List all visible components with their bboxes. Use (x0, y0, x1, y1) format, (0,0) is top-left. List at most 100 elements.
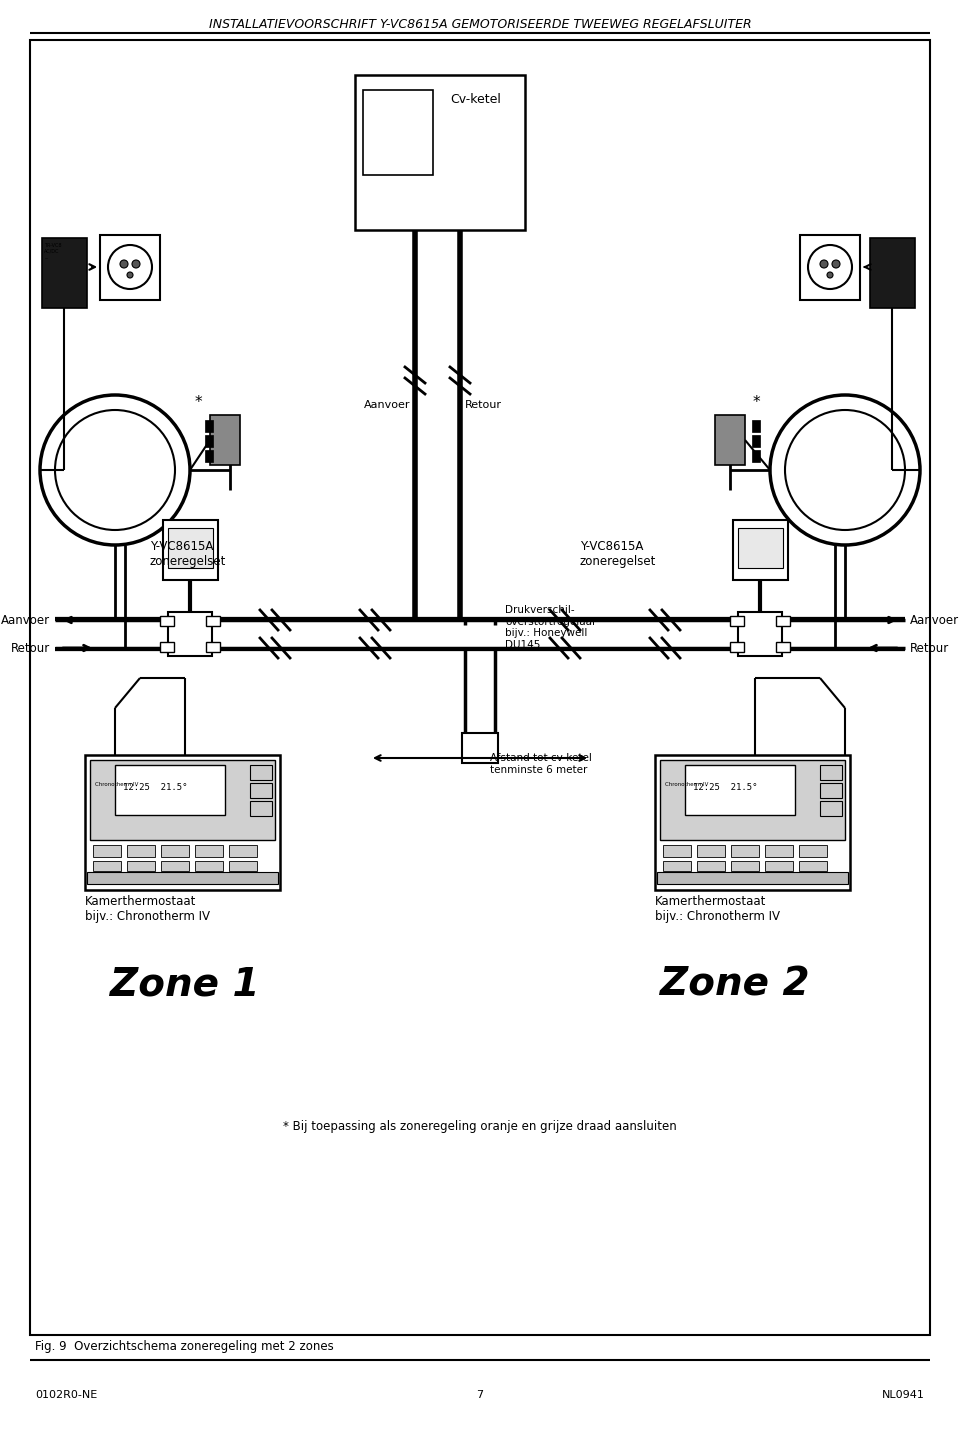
Bar (776, 642, 790, 652)
Circle shape (827, 272, 833, 278)
Text: Aanvoer: Aanvoer (910, 613, 959, 626)
Text: Retour: Retour (11, 642, 50, 654)
Bar (685, 764, 795, 815)
Bar (752, 420, 760, 432)
Text: Chronotherm IV: Chronotherm IV (665, 783, 708, 788)
Text: Y-VC8615A
zoneregelset: Y-VC8615A zoneregelset (150, 541, 227, 568)
Bar (250, 801, 272, 817)
Bar (195, 846, 223, 857)
Text: Y-VC8615A
zoneregelset: Y-VC8615A zoneregelset (580, 541, 657, 568)
Bar (195, 862, 223, 870)
Bar (752, 434, 760, 448)
Circle shape (55, 410, 175, 530)
Text: Zone 2: Zone 2 (660, 965, 809, 1003)
Circle shape (40, 395, 190, 545)
Bar (229, 846, 257, 857)
Bar (730, 616, 744, 626)
Circle shape (820, 260, 828, 267)
Bar (657, 872, 848, 883)
Text: 12:25  21.5°: 12:25 21.5° (123, 783, 187, 792)
Circle shape (120, 260, 128, 267)
Text: Kamerthermostaat
bijv.: Chronotherm IV: Kamerthermostaat bijv.: Chronotherm IV (85, 895, 210, 923)
Bar (250, 764, 272, 780)
Circle shape (127, 272, 133, 278)
Bar (90, 760, 275, 840)
Bar (355, 76, 525, 230)
Bar (160, 642, 174, 652)
Circle shape (808, 246, 852, 289)
Bar (733, 520, 788, 580)
Bar (168, 527, 213, 568)
Bar (765, 862, 793, 870)
Bar (738, 612, 782, 655)
Bar (93, 846, 121, 857)
Bar (738, 527, 783, 568)
Bar (731, 846, 759, 857)
Text: Aanvoer: Aanvoer (1, 613, 50, 626)
Circle shape (132, 260, 140, 267)
Bar (660, 760, 845, 840)
Bar (799, 862, 827, 870)
Bar (752, 450, 760, 462)
Text: Drukverschil-
overstortregelaar
bijv.: Honeywell
DU145: Drukverschil- overstortregelaar bijv.: H… (505, 604, 596, 649)
Bar (100, 235, 160, 299)
Bar (776, 616, 790, 626)
Bar (161, 846, 189, 857)
Bar (205, 420, 213, 432)
Bar (163, 520, 218, 580)
Bar (206, 616, 220, 626)
Bar (663, 862, 691, 870)
Text: Cv-ketel: Cv-ketel (450, 93, 501, 106)
Circle shape (785, 410, 905, 530)
Bar (731, 862, 759, 870)
Text: INSTALLATIEVOORSCHRIFT Y-VC8615A GEMOTORISEERDE TWEEWEG REGELAFSLUITER: INSTALLATIEVOORSCHRIFT Y-VC8615A GEMOTOR… (208, 17, 752, 31)
Bar (87, 872, 278, 883)
Text: Chronotherm IV: Chronotherm IV (95, 783, 138, 788)
Bar (250, 783, 272, 798)
Bar (462, 732, 498, 763)
Text: Kamerthermostaat
bijv.: Chronotherm IV: Kamerthermostaat bijv.: Chronotherm IV (655, 895, 780, 923)
Text: 0102R0-NE: 0102R0-NE (35, 1391, 97, 1401)
Bar (93, 862, 121, 870)
Bar (820, 783, 842, 798)
Bar (715, 416, 745, 465)
Bar (697, 862, 725, 870)
Bar (800, 235, 860, 299)
Text: 7: 7 (476, 1391, 484, 1401)
Text: Afstand tot cv-ketel
tenminste 6 meter: Afstand tot cv-ketel tenminste 6 meter (490, 753, 592, 774)
Bar (363, 90, 433, 174)
Text: 12:25  21.5°: 12:25 21.5° (693, 783, 757, 792)
Text: *: * (753, 395, 760, 410)
Bar (870, 238, 915, 308)
Bar (206, 642, 220, 652)
Bar (168, 612, 212, 655)
Text: TR-VC8
AC/DC
...: TR-VC8 AC/DC ... (44, 243, 61, 260)
Bar (210, 416, 240, 465)
Text: * Bij toepassing als zoneregeling oranje en grijze draad aansluiten: * Bij toepassing als zoneregeling oranje… (283, 1120, 677, 1133)
Bar (115, 764, 225, 815)
Bar (85, 756, 280, 891)
Bar (663, 846, 691, 857)
Bar (730, 642, 744, 652)
Circle shape (832, 260, 840, 267)
Bar (127, 862, 155, 870)
Bar (160, 616, 174, 626)
Bar (55, 620, 905, 647)
Bar (820, 801, 842, 817)
Text: Fig. 9  Overzichtschema zoneregeling met 2 zones: Fig. 9 Overzichtschema zoneregeling met … (35, 1340, 334, 1353)
Bar (42, 238, 87, 308)
Bar (799, 846, 827, 857)
Text: Retour: Retour (910, 642, 949, 654)
Bar (205, 434, 213, 448)
Bar (205, 450, 213, 462)
Bar (655, 756, 850, 891)
Bar (127, 846, 155, 857)
Circle shape (770, 395, 920, 545)
Bar (161, 862, 189, 870)
Bar (697, 846, 725, 857)
Text: Zone 1: Zone 1 (110, 965, 260, 1003)
Text: Aanvoer: Aanvoer (364, 400, 410, 410)
Text: Retour: Retour (465, 400, 502, 410)
Bar (820, 764, 842, 780)
Circle shape (108, 246, 152, 289)
